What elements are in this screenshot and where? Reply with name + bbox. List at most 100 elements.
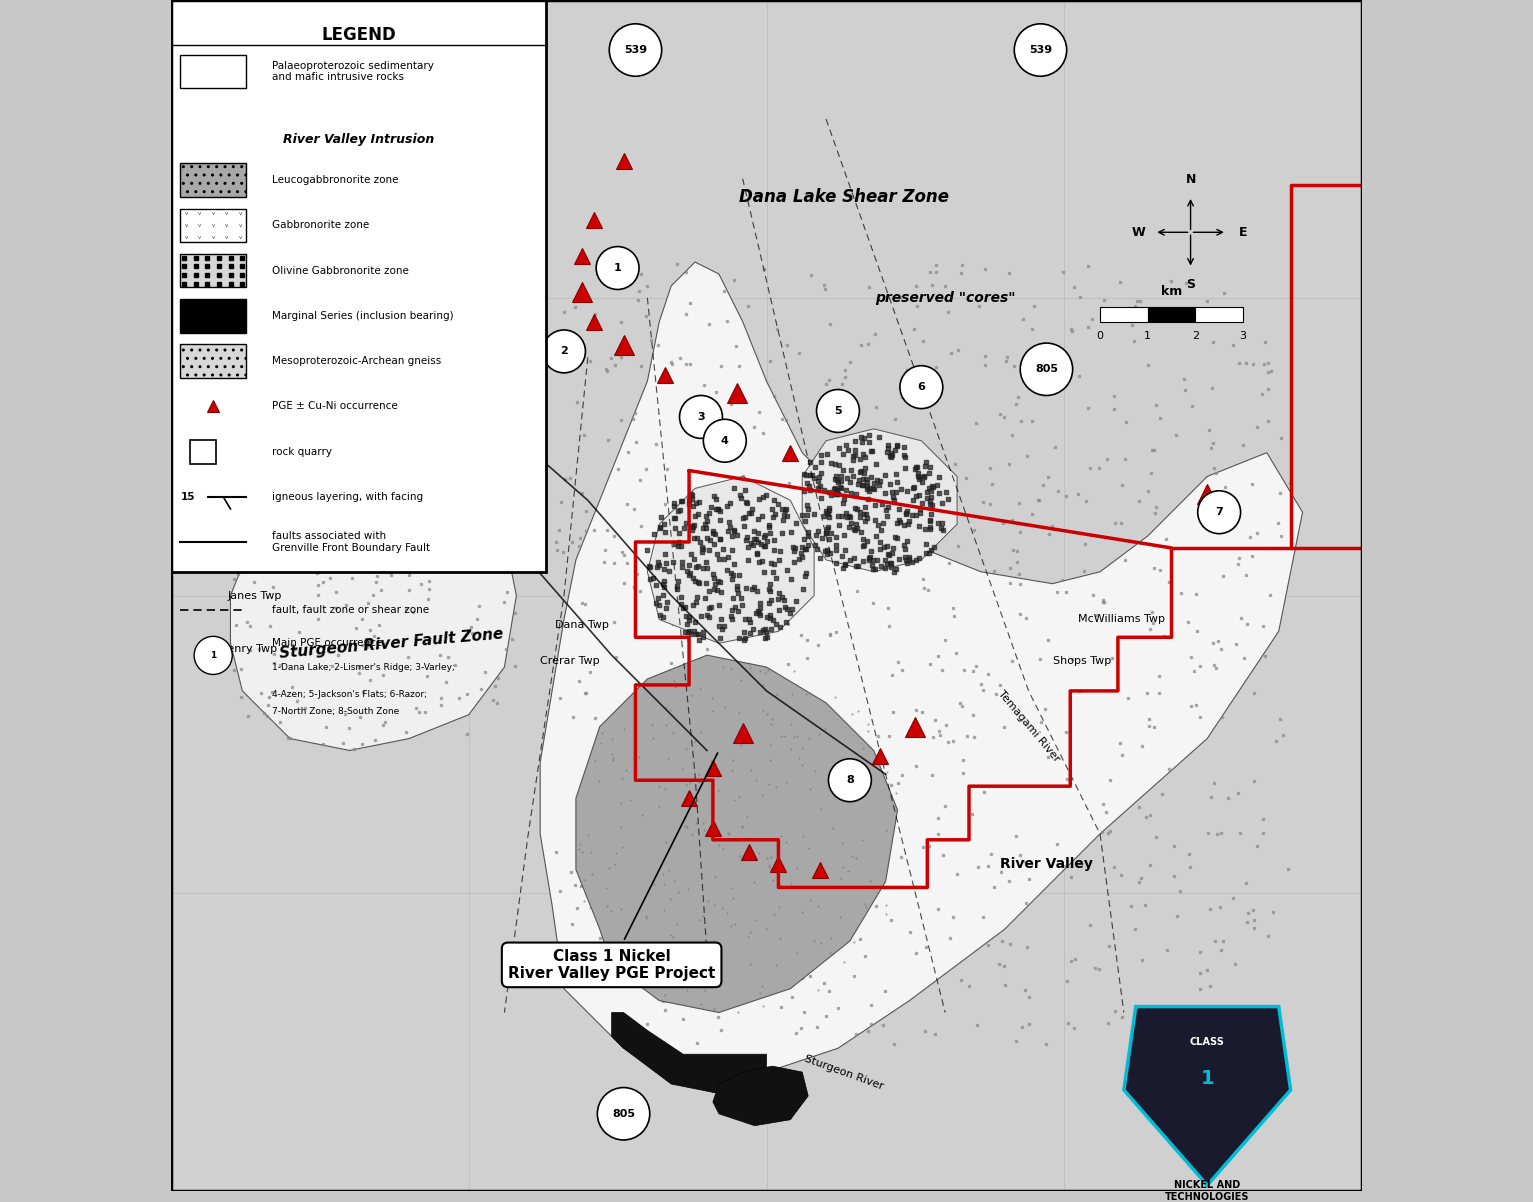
Point (776, 703, 800, 722)
Point (814, 375, 839, 394)
Point (789, 625, 814, 644)
Point (765, 494, 789, 513)
Point (261, 522, 285, 541)
Point (842, 933, 866, 952)
Point (1102, 513, 1127, 532)
Point (687, 493, 711, 512)
Point (1110, 745, 1134, 764)
Point (760, 500, 785, 519)
Point (592, 540, 616, 559)
Point (707, 617, 731, 636)
Point (589, 762, 613, 781)
Point (1052, 856, 1076, 875)
Point (1188, 980, 1213, 999)
Point (1202, 493, 1226, 512)
Point (656, 749, 681, 768)
Point (291, 436, 316, 456)
Point (694, 519, 719, 538)
Point (570, 594, 595, 613)
Point (766, 589, 791, 608)
Point (235, 613, 259, 632)
Point (908, 526, 932, 546)
Point (808, 463, 832, 482)
Point (737, 504, 762, 523)
Point (926, 513, 950, 532)
Point (1013, 609, 1038, 629)
Point (797, 852, 822, 871)
Point (719, 394, 744, 413)
Point (350, 609, 374, 629)
Point (730, 944, 754, 963)
Point (694, 529, 719, 548)
Point (924, 255, 949, 274)
Point (797, 885, 822, 904)
Point (730, 466, 754, 486)
Point (1208, 823, 1233, 843)
Point (305, 575, 330, 594)
Point (311, 734, 336, 754)
Point (806, 468, 831, 487)
Point (895, 553, 920, 572)
Point (860, 594, 885, 613)
Point (615, 554, 639, 573)
Point (885, 465, 909, 484)
Bar (1148, 308, 1196, 322)
Point (829, 507, 854, 526)
Point (808, 453, 832, 472)
Text: 805: 805 (612, 1108, 635, 1119)
Point (768, 727, 793, 746)
Point (862, 559, 886, 578)
Point (897, 511, 921, 530)
Point (889, 847, 914, 867)
Point (805, 704, 829, 724)
Circle shape (195, 636, 231, 674)
Point (446, 526, 471, 546)
Point (376, 351, 400, 370)
Point (371, 665, 396, 684)
Point (665, 579, 690, 599)
Point (645, 552, 670, 571)
Point (1141, 613, 1165, 632)
Point (409, 464, 434, 483)
Point (917, 835, 941, 855)
Point (313, 718, 337, 737)
Point (704, 382, 728, 401)
Point (1127, 492, 1151, 511)
Point (690, 906, 714, 926)
Point (268, 475, 293, 494)
Text: v: v (238, 234, 242, 239)
Point (317, 543, 342, 563)
Point (722, 597, 747, 617)
Point (305, 442, 330, 462)
Point (721, 600, 745, 619)
Point (693, 588, 717, 607)
Point (619, 971, 644, 990)
Text: 2: 2 (1191, 332, 1199, 341)
Point (978, 494, 1003, 513)
Point (578, 898, 602, 917)
Point (851, 738, 875, 757)
Text: km: km (1160, 285, 1182, 298)
Point (993, 352, 1018, 371)
Point (737, 612, 762, 631)
Point (1242, 910, 1266, 929)
Point (733, 629, 757, 648)
Point (678, 355, 702, 374)
Point (774, 833, 799, 852)
Point (1202, 433, 1226, 452)
Point (1202, 932, 1226, 951)
Point (852, 505, 877, 524)
Point (1091, 291, 1116, 310)
Point (547, 520, 572, 540)
Point (638, 570, 662, 589)
Point (409, 373, 434, 392)
Point (294, 469, 319, 488)
Point (1133, 807, 1157, 826)
Point (763, 778, 788, 797)
Point (601, 750, 625, 769)
Point (934, 715, 958, 734)
Point (924, 357, 949, 376)
Point (351, 682, 376, 701)
Point (869, 520, 894, 540)
Point (851, 470, 875, 489)
